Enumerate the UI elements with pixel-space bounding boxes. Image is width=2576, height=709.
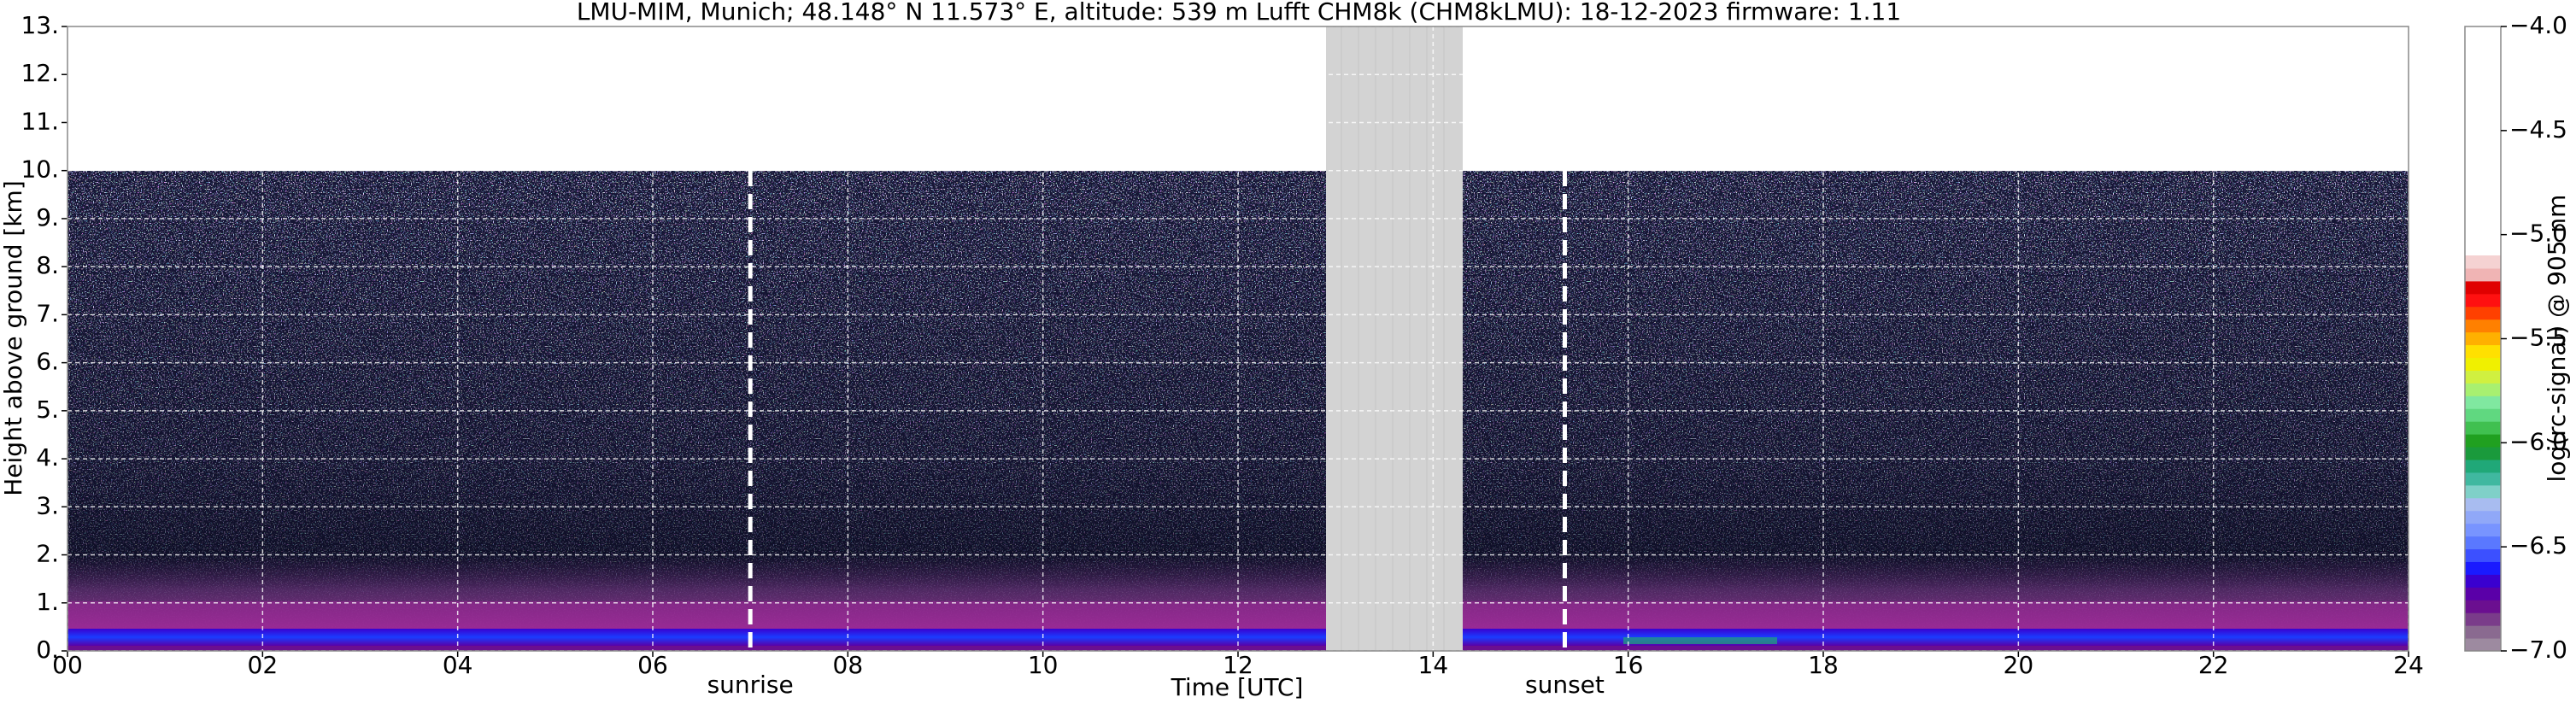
colorbar-swatch — [2465, 344, 2501, 359]
annotation: sunrise — [707, 671, 794, 699]
y-tick-label: 4. — [36, 443, 59, 472]
colorbar-swatch — [2465, 472, 2501, 486]
y-axis-label: Height above ground [km] — [0, 180, 27, 496]
y-tick-label: 12. — [21, 59, 59, 87]
colorbar-swatch — [2465, 293, 2501, 308]
colorbar-swatch — [2465, 638, 2501, 652]
y-tick-label: 10. — [21, 155, 59, 184]
colorbar-swatch — [2465, 459, 2501, 473]
colorbar-tick-label: −6.5 — [2509, 531, 2567, 560]
chart-title: LMU-MIM, Munich; 48.148° N 11.573° E, al… — [577, 0, 1901, 26]
colorbar-swatch — [2465, 357, 2501, 371]
colorbar-swatch — [2465, 625, 2501, 639]
colorbar-swatch — [2465, 370, 2501, 384]
x-axis-label: Time [UTC] — [1171, 673, 1304, 701]
colorbar-swatch — [2465, 484, 2501, 499]
y-tick-label: 6. — [36, 348, 59, 376]
y-tick-label: 8. — [36, 251, 59, 279]
colorbar-swatch — [2465, 319, 2501, 333]
colorbar-tick-label: −4.0 — [2509, 11, 2567, 39]
y-tick-label: 13. — [21, 11, 59, 39]
colorbar-swatch — [2465, 523, 2501, 537]
colorbar-swatch — [2465, 267, 2501, 282]
colorbar-swatch — [2465, 548, 2501, 562]
colorbar-swatch — [2465, 447, 2501, 460]
y-tick-label: 7. — [36, 299, 59, 327]
colorbar-swatch — [2465, 612, 2501, 626]
colorbar-swatch — [2465, 280, 2501, 295]
colorbar-swatch — [2465, 408, 2501, 422]
y-tick-label: 0. — [36, 636, 59, 664]
annotation: sunset — [1525, 671, 1605, 699]
colorbar-swatch — [2465, 434, 2501, 448]
colorbar-swatch — [2465, 331, 2501, 346]
colorbar-swatch — [2465, 561, 2501, 575]
colorbar-swatch — [2465, 383, 2501, 396]
colorbar-swatch — [2465, 421, 2501, 435]
y-tick-label: 5. — [36, 396, 59, 424]
y-tick-label: 3. — [36, 491, 59, 519]
colorbar-swatch — [2465, 600, 2501, 613]
y-tick-label: 2. — [36, 540, 59, 568]
colorbar-swatch — [2465, 574, 2501, 588]
colorbar-swatch — [2465, 396, 2501, 409]
y-tick-label: 9. — [36, 203, 59, 231]
colorbar-swatch — [2465, 587, 2501, 601]
colorbar-tick-label: −5.5 — [2509, 324, 2567, 352]
y-tick-label: 11. — [21, 107, 59, 135]
colorbar-tick-label: −4.5 — [2509, 115, 2567, 144]
colorbar-swatch — [2465, 497, 2501, 512]
colorbar-swatch — [2465, 306, 2501, 320]
colorbar-swatch — [2465, 255, 2501, 269]
colorbar-swatch — [2465, 510, 2501, 524]
plot-frame — [67, 26, 2409, 652]
y-tick-label: 1. — [36, 588, 59, 616]
colorbar-tick-label: −6.0 — [2509, 427, 2567, 455]
colorbar-tick-label: −7.0 — [2509, 636, 2567, 664]
colorbar-label: log(rc-signal) @ 905 nm — [2543, 195, 2571, 483]
colorbar-swatch — [2465, 536, 2501, 550]
colorbar-tick-label: −5.0 — [2509, 220, 2567, 248]
